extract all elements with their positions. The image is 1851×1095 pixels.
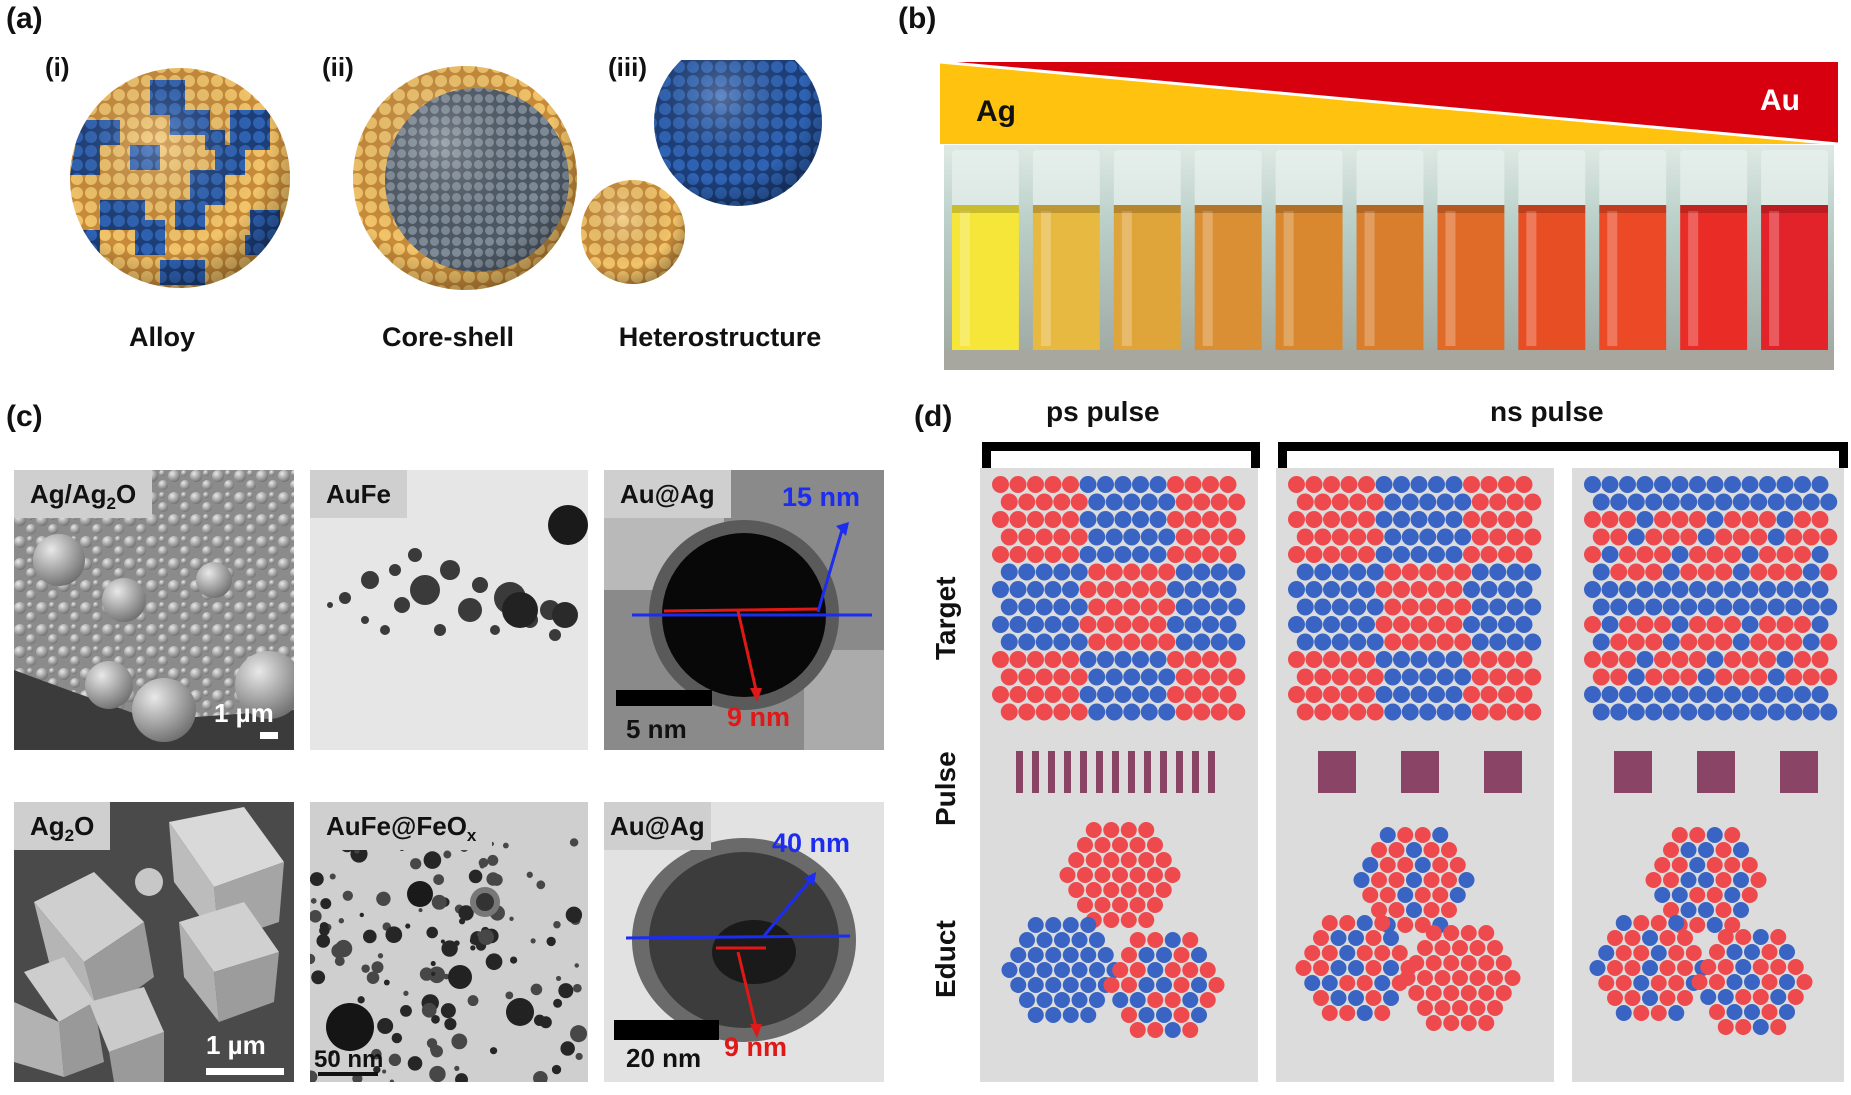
red-dimension-label: 9 nm — [727, 702, 791, 732]
vial — [1032, 150, 1100, 353]
panel-d-label: (d) — [914, 400, 953, 433]
image-tag: Ag2O — [14, 802, 111, 850]
vial — [1275, 150, 1343, 353]
ps-bracket — [982, 442, 1260, 468]
ns-bracket — [1278, 442, 1848, 468]
ag-label: Ag — [976, 95, 1016, 128]
heterostructure-particles — [581, 60, 822, 284]
nanoparticle-illustrations — [70, 60, 822, 290]
composition-gradient-bar — [940, 62, 1838, 146]
heterostructure-caption: Heterostructure — [618, 322, 822, 352]
vial — [1680, 150, 1748, 353]
scale-bar-label: 1 µm — [206, 1030, 266, 1060]
scale-bar-label: 5 nm — [626, 714, 687, 744]
alloy-sublabel: (i) — [45, 52, 70, 82]
blue-dimension-label: 15 nm — [782, 482, 861, 512]
panel-b-label: (b) — [898, 2, 937, 35]
scale-bar-label: 1 µm — [214, 698, 274, 728]
tem-image-aufe-feox: AuFe@FeOx 50 nm — [310, 802, 588, 1082]
educt-row-label: Educt — [930, 920, 961, 998]
tem-image-aufe: AuFe — [310, 470, 588, 750]
hrtem-image-au-ag-large: Au@Ag 40 nm 9 nm 20 nm — [604, 802, 884, 1082]
scale-bar — [318, 1072, 378, 1076]
pulse-row-label: Pulse — [930, 751, 961, 826]
vial — [1356, 150, 1424, 353]
ns-pulse-column-1 — [1276, 468, 1554, 1082]
coreshell-caption: Core-shell — [381, 322, 515, 352]
panel-c-label: (c) — [6, 400, 43, 433]
hetero-sublabel: (iii) — [608, 52, 647, 82]
vials-photo — [944, 145, 1834, 370]
image-tag: AuFe@FeOx — [310, 802, 493, 850]
image-tag: AuFe — [310, 470, 407, 518]
image-tag: Au@Ag — [604, 470, 731, 518]
vial — [1437, 150, 1505, 353]
coreshell-sublabel: (ii) — [322, 52, 354, 82]
alloy-particle — [70, 68, 290, 288]
scale-bar-label: 50 nm — [314, 1046, 384, 1073]
vial — [1194, 150, 1262, 353]
hrtem-image-au-ag-small: Au@Ag 15 nm 9 nm 5 nm — [604, 470, 884, 750]
scale-bar — [206, 1068, 284, 1075]
panel-a-label: (a) — [6, 2, 43, 35]
sem-image-ag2o: Ag2O 1 µm — [14, 802, 294, 1082]
image-tag: Ag/Ag2O — [14, 470, 153, 518]
vial — [1761, 150, 1828, 353]
image-tag: Au@Ag — [604, 802, 711, 850]
au-label: Au — [1760, 84, 1800, 117]
ns-pulse-label: ns pulse — [1490, 396, 1604, 427]
ns-pulse-column-2 — [1572, 468, 1844, 1082]
scale-bar-label: 20 nm — [626, 1043, 702, 1073]
vial — [1599, 150, 1667, 353]
red-dimension-label: 9 nm — [724, 1032, 788, 1062]
coreshell-particle — [353, 66, 577, 290]
vial — [1518, 150, 1586, 353]
alloy-caption: Alloy — [128, 322, 195, 352]
sem-image-ag-ag2o: Ag/Ag2O 1 µm — [14, 470, 294, 750]
vial — [1113, 150, 1181, 353]
scale-bar — [260, 732, 278, 739]
blue-dimension-label: 40 nm — [772, 828, 851, 858]
target-row-label: Target — [930, 576, 961, 661]
ps-pulse-column — [980, 468, 1258, 1082]
vial — [952, 150, 1019, 353]
ps-pulse-label: ps pulse — [1046, 396, 1160, 427]
